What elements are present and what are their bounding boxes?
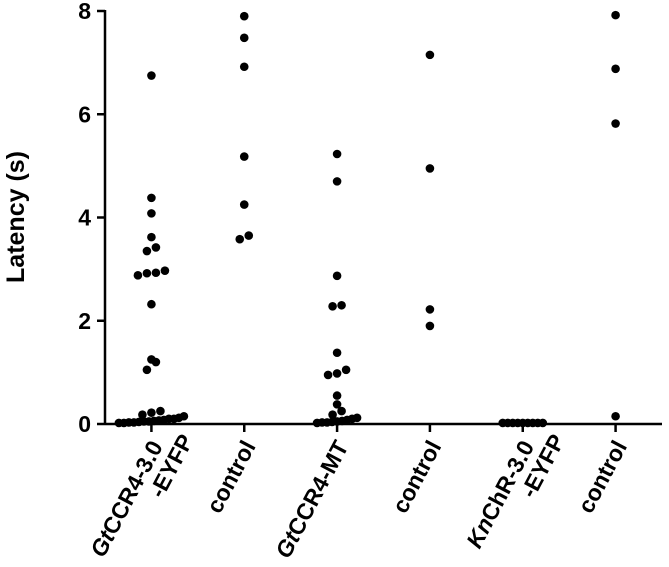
x-tick-label: control	[572, 436, 632, 517]
data-point	[312, 418, 322, 428]
y-tick-label: 4	[78, 205, 91, 231]
data-point	[425, 321, 435, 331]
data-point	[611, 411, 620, 421]
data-point	[328, 410, 337, 420]
data-point	[337, 300, 346, 310]
x-tick-label: GtCCR4-3.0-EYFP	[85, 418, 199, 567]
data-point	[425, 50, 435, 60]
data-point	[332, 400, 342, 409]
data-point	[425, 164, 435, 173]
y-axis-label: Latency (s)	[2, 151, 30, 283]
data-point	[235, 234, 245, 244]
y-tick-label: 0	[78, 411, 91, 437]
x-tick-label-line: control	[201, 436, 261, 517]
data-point	[147, 209, 156, 218]
data-point	[538, 418, 548, 428]
data-point	[147, 232, 156, 242]
data-point	[147, 193, 156, 203]
data-point	[332, 271, 342, 281]
data-point	[147, 71, 156, 80]
data-point	[323, 370, 333, 380]
data-point	[169, 414, 179, 424]
data-point	[147, 408, 156, 417]
data-point	[151, 357, 161, 367]
data-point	[239, 62, 249, 72]
data-point	[239, 152, 249, 161]
data-point	[332, 149, 342, 159]
data-point	[142, 246, 152, 256]
x-tick-label: GtCCR4-MT	[270, 436, 354, 562]
x-tick-label-line: GtCCR4-3.0	[85, 436, 168, 561]
x-tick-label-line: control	[572, 436, 632, 517]
italic-prefix: Kn	[461, 513, 498, 552]
data-point	[611, 10, 620, 20]
data-point	[144, 417, 154, 426]
data-point	[147, 299, 156, 309]
x-tick-label: control	[201, 436, 261, 517]
data-point	[332, 177, 342, 186]
data-point	[239, 33, 249, 43]
x-tick-label-line: control	[387, 436, 447, 517]
data-point	[151, 243, 161, 252]
data-point	[142, 268, 152, 278]
data-point	[138, 410, 147, 420]
x-tick-label: control	[387, 436, 447, 517]
data-point	[133, 271, 143, 280]
data-point	[156, 406, 165, 416]
y-tick-label: 6	[78, 101, 91, 127]
italic-prefix: Gt	[85, 525, 121, 561]
data-point	[239, 11, 249, 21]
x-tick-label: KnChR-3.0-EYFP	[461, 418, 570, 563]
y-tick-label: 2	[78, 308, 91, 334]
data-point	[332, 369, 342, 378]
data-point	[611, 64, 620, 74]
data-point	[151, 268, 161, 278]
data-point	[119, 418, 129, 428]
data-point	[160, 266, 170, 275]
data-point	[239, 200, 249, 209]
data-point	[425, 305, 435, 314]
data-point	[341, 365, 351, 375]
data-point	[322, 418, 332, 427]
x-tick-label-line: GtCCR4-MT	[270, 436, 354, 562]
italic-prefix: Gt	[270, 526, 306, 562]
data-point	[244, 231, 254, 240]
data-point	[332, 348, 342, 358]
data-point	[611, 119, 620, 128]
data-point	[142, 365, 152, 375]
data-point	[328, 301, 337, 311]
data-point	[129, 418, 139, 427]
data-point	[337, 406, 346, 416]
data-point	[332, 391, 342, 400]
y-tick-label: 8	[78, 0, 91, 24]
